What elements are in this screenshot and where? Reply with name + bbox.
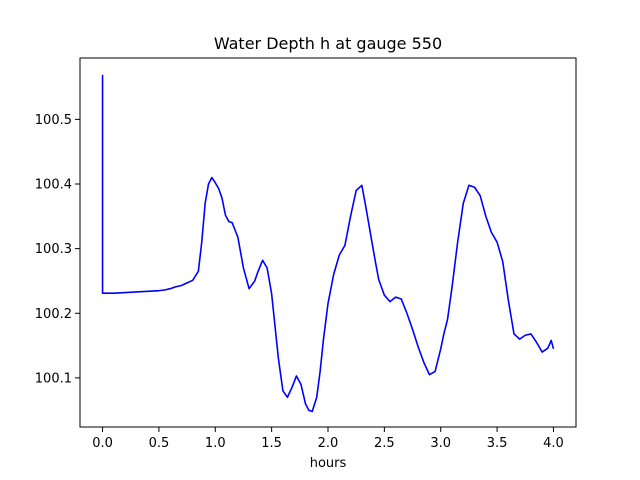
chart-title: Water Depth h at gauge 550 bbox=[214, 34, 442, 53]
x-tick-label: 4.0 bbox=[543, 436, 564, 451]
x-tick-label: 1.0 bbox=[205, 436, 226, 451]
y-tick-label: 100.5 bbox=[35, 113, 72, 128]
y-axis-ticks: 100.1 100.2 100.3 100.4 100.5 bbox=[35, 113, 80, 386]
y-tick-label: 100.4 bbox=[35, 178, 72, 193]
x-tick-label: 3.0 bbox=[430, 436, 451, 451]
plot-area bbox=[80, 58, 576, 427]
x-tick-label: 1.5 bbox=[261, 436, 282, 451]
series-line-water-depth bbox=[101, 74, 555, 413]
y-tick-label: 100.1 bbox=[35, 371, 72, 386]
x-axis-label: hours bbox=[310, 456, 347, 471]
x-tick-label: 2.0 bbox=[318, 436, 339, 451]
y-tick-label: 100.2 bbox=[35, 307, 72, 322]
x-axis-ticks: 0.0 0.5 1.0 1.5 2.0 2.5 3.0 3.5 4.0 bbox=[92, 427, 564, 451]
x-tick-label: 3.5 bbox=[487, 436, 508, 451]
x-tick-label: 0.0 bbox=[92, 436, 113, 451]
x-tick-label: 0.5 bbox=[149, 436, 170, 451]
x-tick-label: 2.5 bbox=[374, 436, 395, 451]
plot-frame bbox=[79, 57, 577, 428]
y-tick-label: 100.3 bbox=[35, 242, 72, 257]
